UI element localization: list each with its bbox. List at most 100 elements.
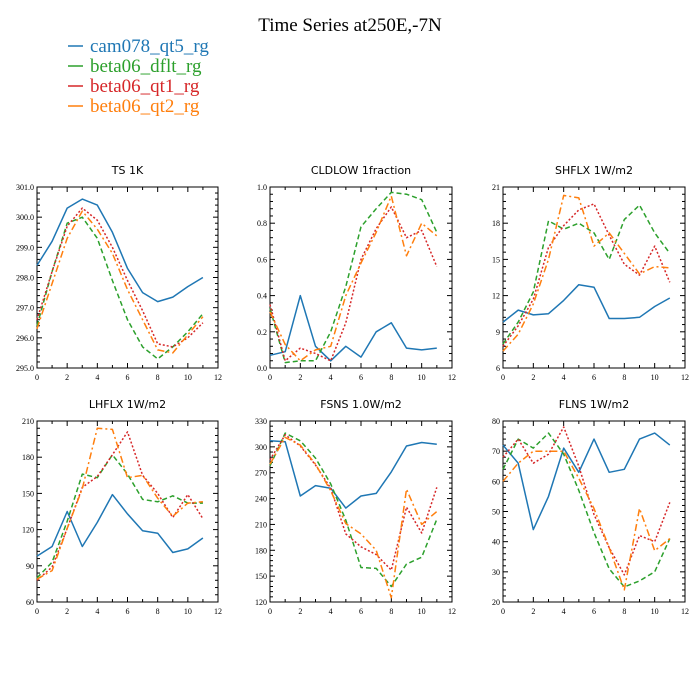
y-tick-label: 298.0 [16, 274, 34, 283]
x-tick-label: 12 [214, 373, 222, 382]
y-tick-label: 270 [255, 469, 267, 478]
series-line-beta06_dflt_rg [269, 432, 438, 588]
y-tick-label: 70 [492, 447, 500, 456]
y-tick-label: 80 [492, 417, 500, 426]
x-tick-label: 0 [268, 607, 272, 616]
series-line-beta06_qt2_rg [36, 210, 204, 354]
x-tick-label: 2 [65, 607, 69, 616]
series-line-beta06_dflt_rg [36, 454, 203, 579]
legend: cam078_qt5_rgbeta06_dflt_rgbeta06_qt1_rg… [68, 36, 209, 117]
series-line-beta06_qt1_rg [269, 206, 438, 362]
x-tick-label: 8 [389, 373, 393, 382]
x-tick-label: 6 [592, 373, 596, 382]
legend-item: beta06_qt1_rg [68, 76, 200, 97]
y-tick-label: 295.0 [16, 364, 34, 373]
panel-title: FLNS 1W/m2 [559, 398, 629, 411]
chart-panel: LHFLX 1W/m2 0 2 4 6 8 10 12 60 90 120 150 180 210 [22, 398, 222, 616]
y-tick-label: 297.0 [16, 304, 34, 313]
x-tick-label: 12 [448, 373, 456, 382]
y-tick-label: 0.2 [257, 328, 267, 337]
y-tick-label: 180 [22, 453, 34, 462]
y-tick-label: 210 [255, 520, 267, 529]
y-tick-label: 18 [492, 219, 500, 228]
chart-panel: TS 1K 0 2 4 6 8 10 12 295.0 296.0 297.0 298.0 299.0 3… [16, 164, 222, 382]
y-tick-label: 60 [492, 477, 500, 486]
series-line-beta06_dflt_rg [36, 216, 204, 360]
panel-title: CLDLOW 1fraction [311, 164, 411, 177]
x-tick-label: 6 [592, 607, 596, 616]
x-tick-label: 2 [531, 607, 535, 616]
series-line-beta06_dflt_rg [502, 204, 671, 345]
y-tick-label: 301.0 [16, 183, 34, 192]
x-tick-label: 2 [65, 373, 69, 382]
x-tick-label: 4 [562, 607, 566, 616]
y-tick-label: 50 [492, 508, 500, 517]
series-line-beta06_dflt_rg [269, 191, 438, 364]
y-tick-label: 6 [496, 364, 500, 373]
legend-label: beta06_qt2_rg [90, 96, 200, 117]
legend-item: beta06_qt2_rg [68, 96, 200, 117]
y-tick-label: 150 [22, 489, 34, 498]
y-tick-label: 296.0 [16, 334, 34, 343]
x-tick-label: 12 [214, 607, 222, 616]
x-tick-label: 2 [531, 373, 535, 382]
series-line-beta06_qt2_rg [269, 436, 438, 599]
x-tick-label: 8 [156, 607, 160, 616]
x-tick-label: 12 [448, 607, 456, 616]
y-tick-label: 180 [255, 546, 267, 555]
y-tick-label: 330 [255, 417, 267, 426]
y-tick-label: 120 [255, 598, 267, 607]
y-tick-label: 240 [255, 495, 267, 504]
x-tick-label: 2 [298, 373, 302, 382]
x-tick-label: 4 [329, 373, 333, 382]
x-tick-label: 10 [184, 373, 192, 382]
x-tick-label: 10 [184, 607, 192, 616]
x-tick-label: 12 [681, 607, 689, 616]
x-tick-label: 10 [418, 373, 426, 382]
series-line-beta06_qt1_rg [269, 434, 438, 571]
x-tick-label: 12 [681, 373, 689, 382]
figure-title: Time Series at250E,-7N [258, 15, 442, 36]
series-line-cam078_qt5_rg [269, 294, 437, 362]
series-line-beta06_qt2_rg [502, 194, 670, 352]
x-tick-label: 4 [95, 607, 99, 616]
x-tick-label: 0 [268, 373, 272, 382]
panel-title: FSNS 1.0W/m2 [320, 398, 402, 411]
x-tick-label: 6 [359, 373, 363, 382]
y-tick-label: 120 [22, 526, 34, 535]
y-tick-label: 299.0 [16, 243, 34, 252]
y-tick-label: 21 [492, 183, 500, 192]
y-tick-label: 15 [492, 255, 500, 264]
x-tick-label: 6 [359, 607, 363, 616]
y-tick-label: 12 [492, 292, 500, 301]
y-tick-label: 210 [22, 417, 34, 426]
x-tick-label: 4 [329, 607, 333, 616]
legend-label: beta06_qt1_rg [90, 76, 200, 97]
y-tick-label: 1.0 [257, 183, 267, 192]
chart-panel: FSNS 1.0W/m2 0 2 4 6 8 10 12 120 150 180 210 240 270 3… [255, 398, 456, 616]
series-line-cam078_qt5_rg [36, 198, 204, 303]
y-tick-label: 30 [492, 568, 500, 577]
panels: TS 1K 0 2 4 6 8 10 12 295.0 296.0 297.0 298.0 299.0 3… [16, 164, 689, 616]
y-tick-label: 300 [255, 443, 267, 452]
chart-panel: CLDLOW 1fraction 0 2 4 6 8 10 12 0.0 0.2 0.4 0.6 0.8… [257, 164, 456, 382]
y-tick-label: 150 [255, 572, 267, 581]
x-tick-label: 0 [501, 373, 505, 382]
x-tick-label: 0 [35, 373, 39, 382]
x-tick-label: 8 [156, 373, 160, 382]
series-line-cam078_qt5_rg [502, 432, 671, 531]
x-tick-label: 10 [651, 373, 659, 382]
x-tick-label: 10 [651, 607, 659, 616]
y-tick-label: 0.8 [257, 219, 267, 228]
panel-title: SHFLX 1W/m2 [555, 164, 633, 177]
x-tick-label: 8 [622, 607, 626, 616]
x-tick-label: 4 [95, 373, 99, 382]
x-tick-label: 2 [298, 607, 302, 616]
series-line-beta06_qt1_rg [36, 207, 204, 348]
y-tick-label: 9 [496, 328, 500, 337]
series-line-beta06_qt2_rg [36, 427, 203, 580]
legend-label: cam078_qt5_rg [90, 36, 209, 57]
legend-label: beta06_dflt_rg [90, 56, 202, 77]
y-tick-label: 90 [26, 562, 34, 571]
legend-item: cam078_qt5_rg [68, 36, 209, 57]
